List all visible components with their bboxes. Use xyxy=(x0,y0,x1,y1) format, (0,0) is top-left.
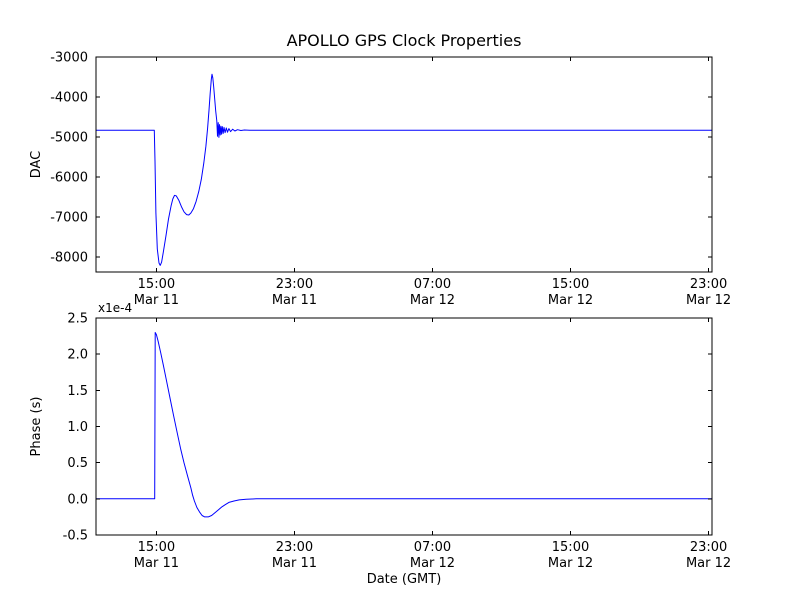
y-axis-label: DAC xyxy=(29,151,44,179)
y-tick-label: -0.5 xyxy=(63,529,88,544)
phase-series-line xyxy=(96,332,712,518)
x-tick-label-date: Mar 11 xyxy=(134,556,179,571)
x-tick-label-time: 15:00 xyxy=(552,540,589,555)
x-tick-label-time: 23:00 xyxy=(690,277,727,292)
y-tick-label: -5000 xyxy=(50,131,88,146)
y-tick-label: -4000 xyxy=(50,91,88,106)
y-tick-label: 2.5 xyxy=(67,312,88,327)
y-axis-label: Phase (s) xyxy=(29,397,44,457)
x-tick-label-time: 07:00 xyxy=(414,277,451,292)
plot-background xyxy=(96,318,712,535)
plot-background xyxy=(96,57,712,272)
y-tick-label: 0.0 xyxy=(67,492,88,507)
x-tick-label-time: 23:00 xyxy=(690,540,727,555)
x-tick-label-time: 23:00 xyxy=(276,540,313,555)
x-tick-label-date: Mar 12 xyxy=(548,556,593,571)
x-tick-label-time: 07:00 xyxy=(414,540,451,555)
x-tick-label-date: Mar 11 xyxy=(272,556,317,571)
x-tick-label-date: Mar 12 xyxy=(410,293,455,308)
x-tick-label-date: Mar 12 xyxy=(686,293,731,308)
y-tick-label: 2.0 xyxy=(67,348,88,363)
x-tick-label-time: 23:00 xyxy=(276,277,313,292)
x-tick-label-date: Mar 11 xyxy=(134,293,179,308)
x-tick-label-date: Mar 11 xyxy=(272,293,317,308)
y-tick-label: -6000 xyxy=(50,171,88,186)
dac-series-line xyxy=(96,73,712,266)
y-tick-label: -8000 xyxy=(50,251,88,266)
x-tick-label-date: Mar 12 xyxy=(410,556,455,571)
y-tick-label: -3000 xyxy=(50,51,88,66)
x-tick-label-time: 15:00 xyxy=(138,540,175,555)
y-tick-label: 1.5 xyxy=(67,384,88,399)
chart-title: APOLLO GPS Clock Properties xyxy=(287,31,522,50)
y-tick-label: 1.0 xyxy=(67,420,88,435)
x-axis-label: Date (GMT) xyxy=(367,572,442,587)
x-tick-label-date: Mar 12 xyxy=(686,556,731,571)
x-tick-label-time: 15:00 xyxy=(138,277,175,292)
axes-frame xyxy=(95,56,713,273)
y-tick-label: -7000 xyxy=(50,211,88,226)
x-tick-label-date: Mar 12 xyxy=(548,293,593,308)
y-tick-label: 0.5 xyxy=(67,456,88,471)
y-axis-offset-label: x1e-4 xyxy=(98,301,132,315)
x-tick-label-time: 15:00 xyxy=(552,277,589,292)
